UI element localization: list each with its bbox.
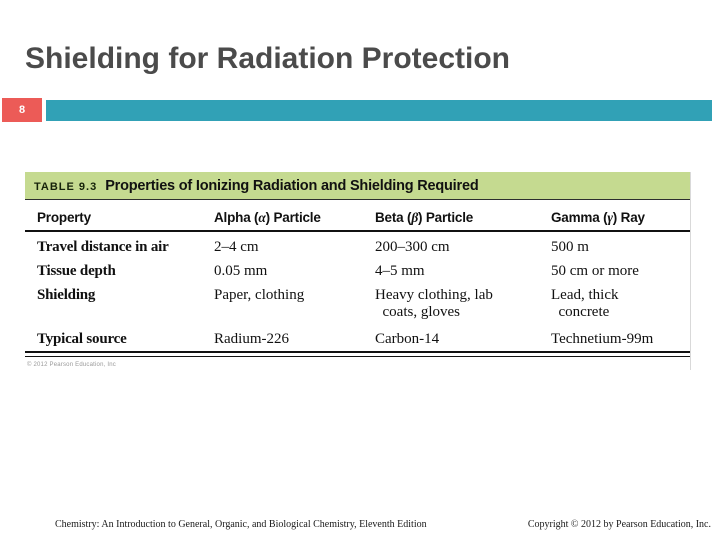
- greek-letter-beta: β: [411, 210, 419, 225]
- page-number-badge: 8: [2, 98, 42, 122]
- slide-title: Shielding for Radiation Protection: [25, 42, 511, 75]
- column-header-text: ) Particle: [265, 210, 321, 225]
- column-header-text: Alpha (: [214, 210, 259, 225]
- table-title: Properties of Ionizing Radiation and Shi…: [105, 178, 479, 194]
- column-header-property: Property: [25, 200, 214, 232]
- column-header-alpha: Alpha (α) Particle: [214, 200, 375, 232]
- table-cell-gamma: Lead, thick concrete: [551, 287, 619, 320]
- table-label: TABLE 9.3: [34, 181, 98, 193]
- footer-copyright: Copyright © 2012 by Pearson Education, I…: [527, 519, 711, 530]
- column-header-text: Property: [37, 210, 91, 225]
- table-cell-alpha: 2–4 cm: [214, 239, 259, 255]
- table-cell-beta: Heavy clothing, lab coats, gloves: [375, 287, 493, 320]
- table-cell-gamma: 500 m: [551, 239, 589, 255]
- table-cell-property: Typical source: [37, 331, 127, 347]
- table-cell-property: Tissue depth: [37, 263, 116, 279]
- greek-letter-alpha: α: [258, 210, 266, 225]
- table-cell-alpha: Radium-226: [214, 331, 289, 347]
- table-cell-gamma: 50 cm or more: [551, 263, 639, 279]
- greek-letter-gamma: γ: [607, 210, 613, 225]
- column-header-text: Gamma (: [551, 210, 608, 225]
- table-title-bar: TABLE 9.3 Properties of Ionizing Radiatio…: [25, 172, 690, 200]
- table-cell-beta: Carbon-14: [375, 331, 440, 347]
- column-header-beta: Beta (β) Particle: [375, 200, 551, 232]
- column-header-text: ) Particle: [418, 210, 474, 225]
- table-cell-beta: 4–5 mm: [375, 263, 425, 279]
- footer-book-title: Chemistry: An Introduction to General, O…: [55, 519, 427, 530]
- table-cell-gamma: Technetium-99m: [551, 331, 654, 347]
- column-header-text: Beta (: [375, 210, 412, 225]
- accent-bar: [46, 100, 712, 121]
- table-bottom-rule: [25, 351, 690, 357]
- table-grid: Property Alpha (α) Particle Beta (β) Par…: [25, 200, 690, 348]
- table-copyright: © 2012 Pearson Education, Inc: [27, 362, 116, 368]
- column-header-text: ) Ray: [612, 210, 645, 225]
- table-figure: TABLE 9.3 Properties of Ionizing Radiatio…: [25, 172, 691, 370]
- slide-footer: Chemistry: An Introduction to General, O…: [0, 519, 720, 530]
- table-cell-property: Shielding: [37, 287, 96, 303]
- table-cell-beta: 200–300 cm: [375, 239, 450, 255]
- column-header-gamma: Gamma (γ) Ray: [551, 200, 690, 232]
- table-cell-alpha: Paper, clothing: [214, 287, 305, 303]
- table-cell-property: Travel distance in air: [37, 239, 169, 255]
- table-cell-alpha: 0.05 mm: [214, 263, 268, 279]
